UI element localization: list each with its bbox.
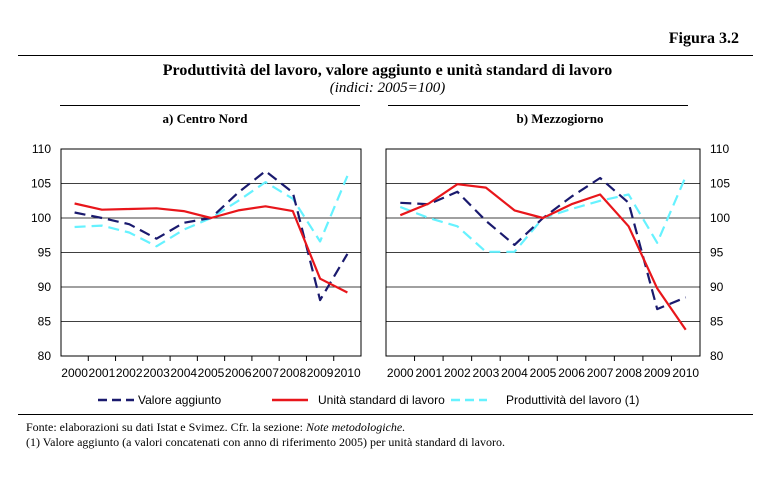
y-tick-label: 85 <box>38 315 52 329</box>
panel-title: b) Mezzogiorno <box>516 111 603 126</box>
y-tick-label: 100 <box>710 211 730 225</box>
x-tick-label: 2005 <box>198 366 225 380</box>
x-tick-label: 2009 <box>307 366 334 380</box>
x-tick-label: 2008 <box>279 366 306 380</box>
x-tick-label: 2000 <box>387 366 414 380</box>
figure-label: Figura 3.2 <box>668 30 739 47</box>
x-tick-label: 2005 <box>530 366 557 380</box>
legend-label: Unità standard di lavoro <box>318 393 445 407</box>
x-tick-label: 2010 <box>334 366 361 380</box>
x-tick-label: 2007 <box>252 366 279 380</box>
y-tick-label: 100 <box>31 211 51 225</box>
source-prefix: Fonte: elaborazioni su dati Istat e Svim… <box>26 420 306 434</box>
x-tick-label: 2004 <box>170 366 197 380</box>
notes: Fonte: elaborazioni su dati Istat e Svim… <box>26 420 505 450</box>
x-tick-label: 2006 <box>225 366 252 380</box>
bottom-rule <box>18 414 753 415</box>
series-line <box>399 183 687 331</box>
series-line <box>74 170 349 302</box>
y-tick-label: 85 <box>710 315 724 329</box>
y-tick-label: 90 <box>38 280 52 294</box>
series-line <box>74 202 348 294</box>
x-tick-label: 2002 <box>116 366 143 380</box>
source-note: Fonte: elaborazioni su dati Istat e Svim… <box>26 420 505 435</box>
figure-title: Produttività del lavoro, valore aggiunto… <box>162 62 613 79</box>
x-tick-label: 2000 <box>61 366 88 380</box>
x-tick-label: 2006 <box>558 366 585 380</box>
panel-title: a) Centro Nord <box>163 111 249 126</box>
x-tick-label: 2002 <box>444 366 471 380</box>
y-tick-label: 95 <box>710 246 724 260</box>
series-line <box>400 176 687 311</box>
x-tick-label: 2010 <box>672 366 699 380</box>
y-tick-label: 105 <box>31 177 51 191</box>
y-tick-label: 80 <box>710 349 724 363</box>
y-tick-label: 95 <box>38 246 52 260</box>
legend-label: Produttività del lavoro (1) <box>506 393 639 407</box>
x-tick-label: 2001 <box>89 366 116 380</box>
y-tick-label: 110 <box>32 142 51 156</box>
footnote: (1) Valore aggiunto (a valori concatenat… <box>26 435 505 449</box>
x-tick-label: 2008 <box>615 366 642 380</box>
top-rule <box>18 55 753 56</box>
panel-a-rule <box>60 105 360 106</box>
x-tick-label: 2003 <box>473 366 500 380</box>
y-tick-label: 105 <box>710 177 730 191</box>
x-tick-label: 2003 <box>143 366 170 380</box>
y-tick-label: 80 <box>38 349 52 363</box>
y-tick-label: 110 <box>710 142 729 156</box>
y-tick-label: 90 <box>710 280 724 294</box>
series-line <box>399 176 687 253</box>
series-line <box>74 175 349 248</box>
legend-label: Valore aggiunto <box>138 393 222 407</box>
panel-b-rule <box>388 105 688 106</box>
x-tick-label: 2001 <box>415 366 442 380</box>
source-italic: Note metodologiche. <box>305 420 406 434</box>
x-tick-label: 2004 <box>501 366 528 380</box>
x-tick-label: 2009 <box>644 366 671 380</box>
x-tick-label: 2007 <box>587 366 614 380</box>
figure-subtitle: (indici: 2005=100) <box>329 80 446 96</box>
